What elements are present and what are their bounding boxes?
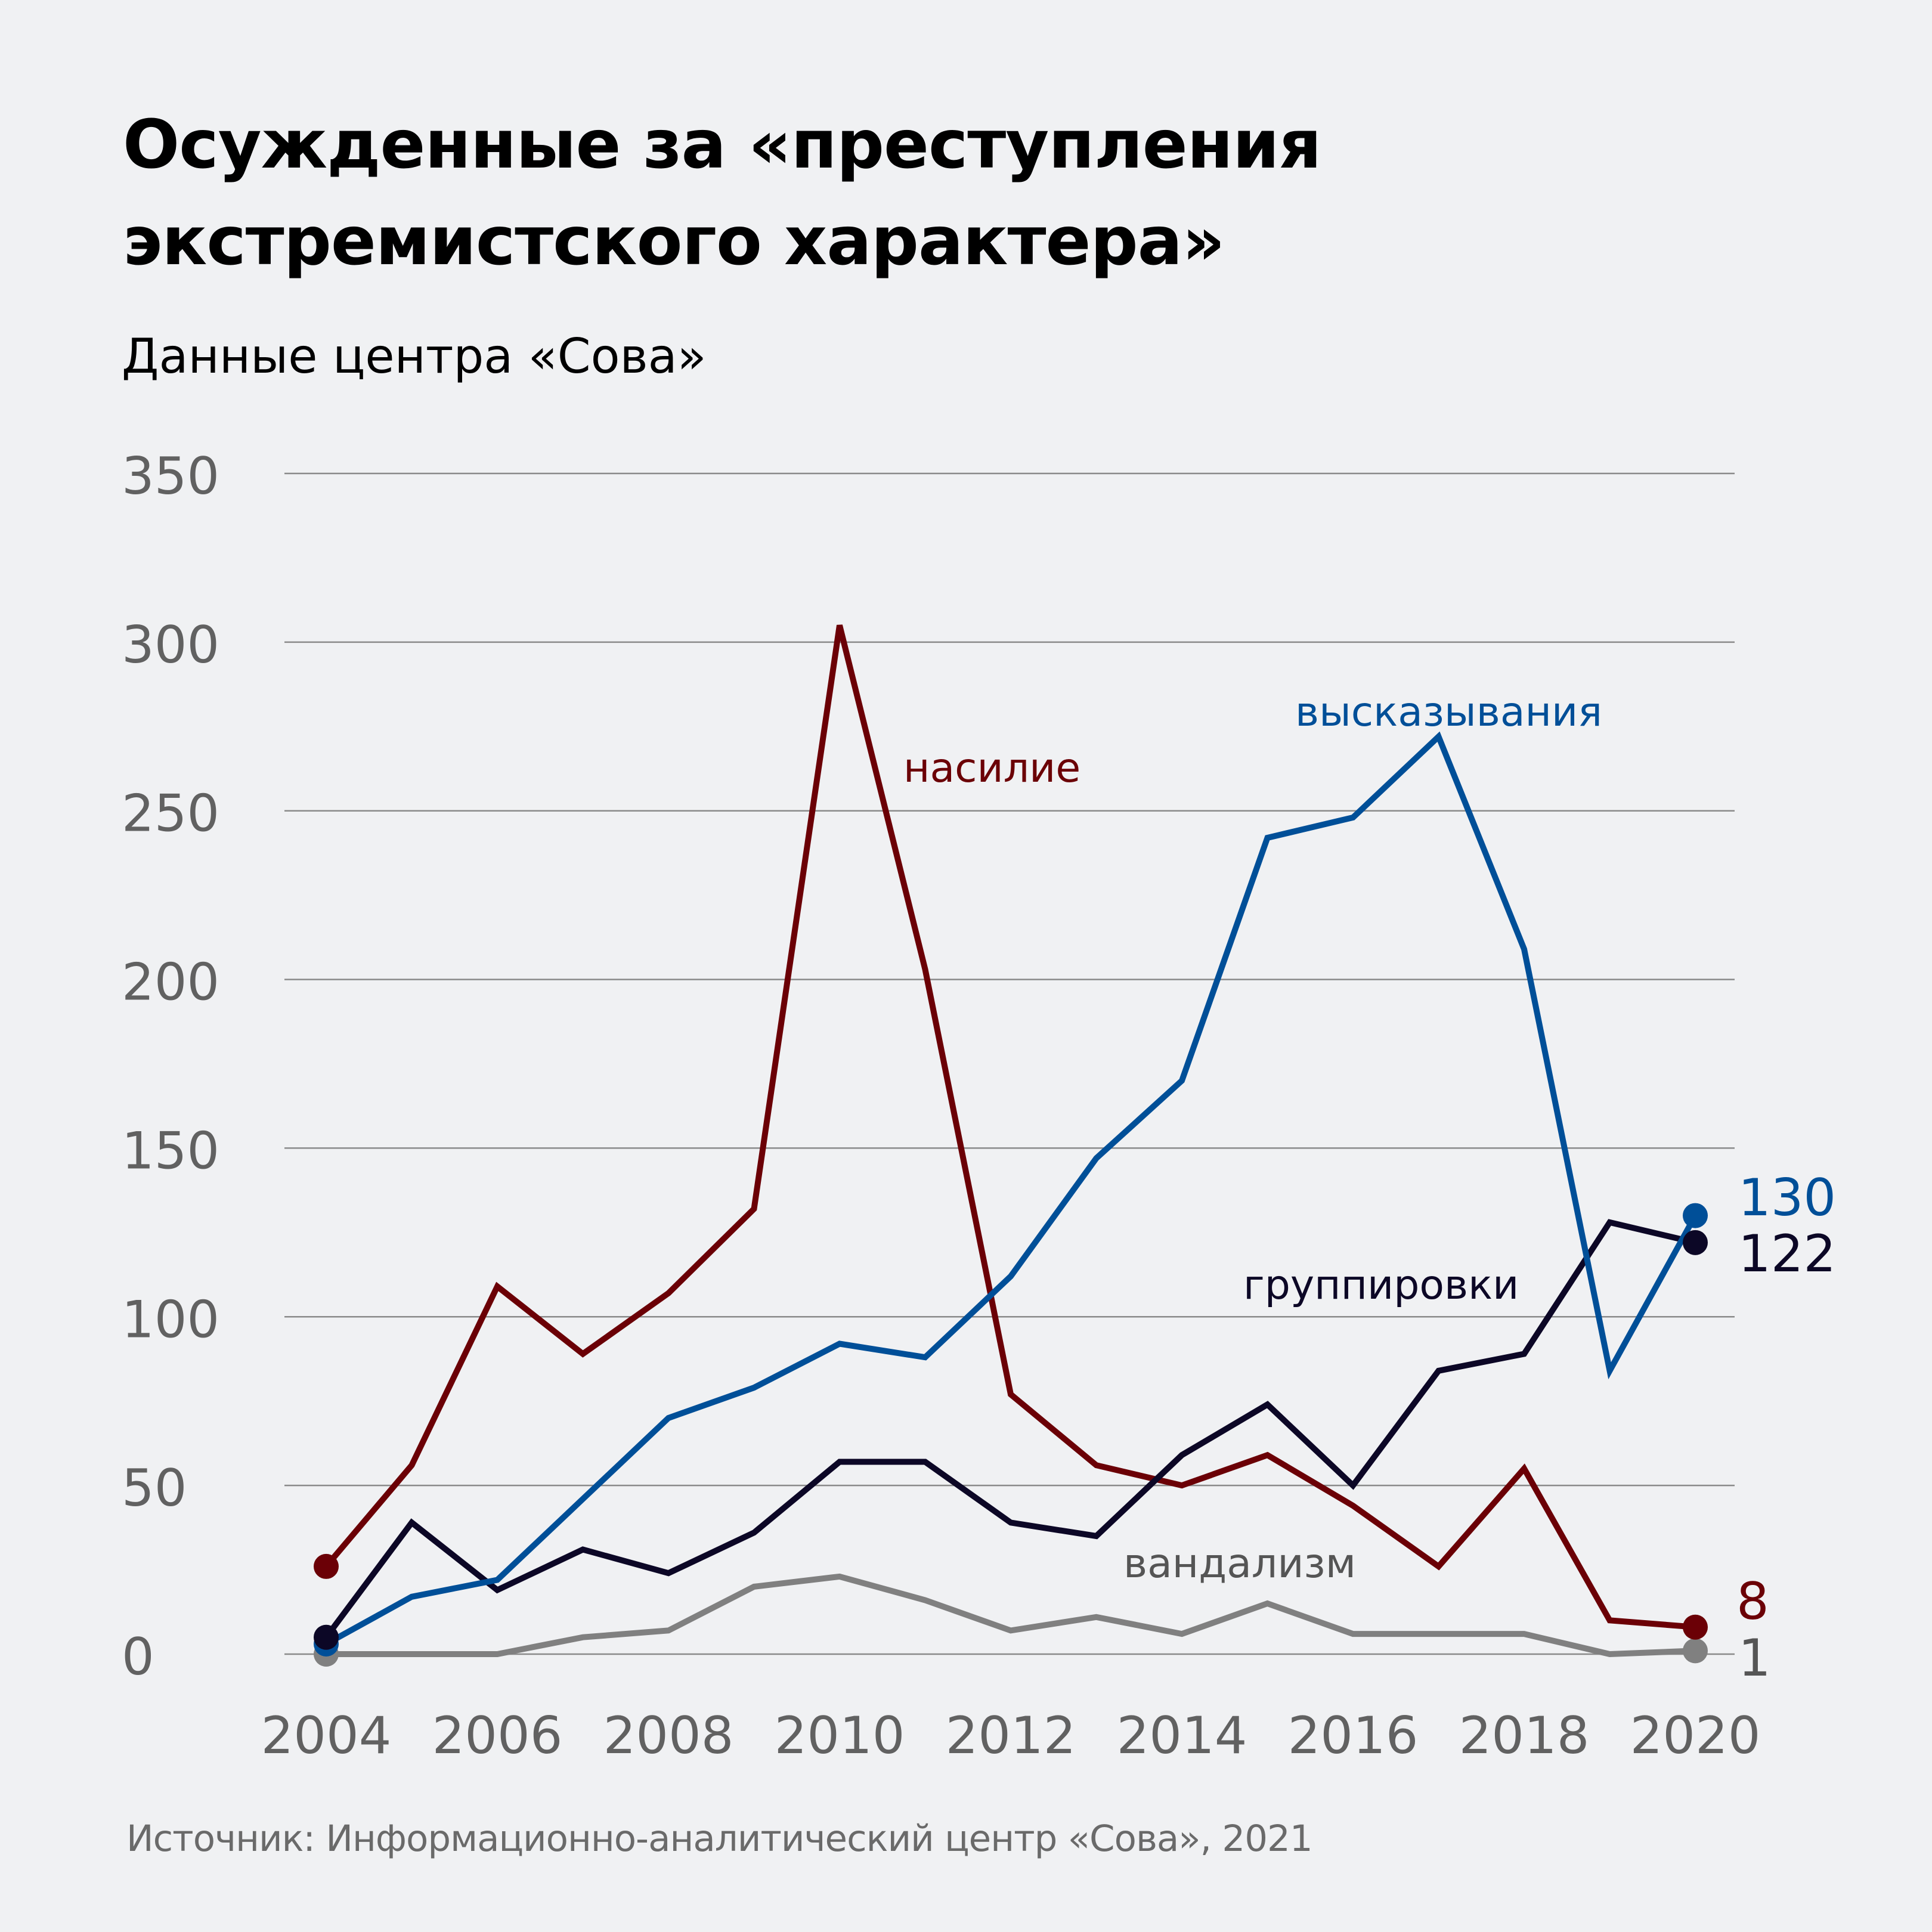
series-line-vandalism — [326, 1573, 1696, 1658]
x-tick-label: 2016 — [1288, 1706, 1419, 1766]
source-note: Источник: Информационно-аналитический це… — [126, 1818, 1313, 1860]
series-label-vandalism: вандализм — [1123, 1540, 1356, 1587]
end-value-vandalism: 1 — [1738, 1628, 1771, 1688]
end-marker-violence — [1683, 1614, 1708, 1640]
series-end-markers — [314, 1203, 1708, 1667]
y-tick-label: 200 — [122, 953, 219, 1013]
chart-title-line-2: экстремистского характера» — [123, 203, 1225, 280]
series-labels: вандализм насилие группировки высказыван… — [903, 689, 1602, 1587]
y-axis-tick-labels: 0 50 100 150 200 250 300 350 — [122, 447, 219, 1687]
series-end-value-labels: 1 8 122 130 — [1736, 1168, 1836, 1688]
y-tick-label: 50 — [122, 1459, 187, 1518]
x-tick-label: 2010 — [775, 1706, 905, 1766]
end-marker-vandalism — [1683, 1638, 1708, 1664]
y-tick-label: 0 — [122, 1627, 154, 1687]
end-value-violence: 8 — [1736, 1572, 1769, 1631]
series-lines — [323, 624, 1698, 1658]
start-marker-groups — [314, 1624, 339, 1650]
y-tick-label: 250 — [122, 784, 219, 844]
x-tick-label: 2018 — [1459, 1706, 1590, 1766]
x-axis-tick-labels: 2004 2006 2008 2010 2012 2014 2016 2018 2020 — [261, 1706, 1761, 1766]
end-value-groups: 122 — [1738, 1224, 1836, 1284]
start-marker-violence — [314, 1553, 339, 1579]
chart-subtitle: Данные центра «Сова» — [122, 329, 707, 384]
y-tick-label: 150 — [122, 1121, 219, 1181]
chart-title-line-1: Осужденные за «преступления — [123, 106, 1321, 184]
end-marker-statements — [1683, 1203, 1708, 1228]
series-label-violence: насилие — [903, 745, 1080, 792]
x-tick-label: 2020 — [1630, 1706, 1761, 1766]
series-line-statements — [324, 731, 1698, 1647]
series-label-statements: высказывания — [1295, 689, 1602, 736]
y-tick-label: 100 — [122, 1290, 219, 1349]
end-value-statements: 130 — [1738, 1168, 1836, 1228]
y-tick-label: 300 — [122, 615, 219, 675]
x-tick-label: 2004 — [261, 1706, 392, 1766]
x-tick-label: 2014 — [1117, 1706, 1247, 1766]
x-tick-label: 2006 — [432, 1706, 563, 1766]
gridlines — [284, 472, 1735, 1655]
x-tick-label: 2008 — [603, 1706, 734, 1766]
series-line-violence — [324, 624, 1696, 1630]
chart-title: Осужденные за «преступления экстремистск… — [123, 97, 1852, 290]
series-line-groups — [323, 1219, 1696, 1639]
series-label-groups: группировки — [1243, 1262, 1519, 1309]
y-tick-label: 350 — [122, 447, 219, 506]
end-marker-groups — [1683, 1230, 1708, 1255]
x-tick-label: 2012 — [946, 1706, 1076, 1766]
